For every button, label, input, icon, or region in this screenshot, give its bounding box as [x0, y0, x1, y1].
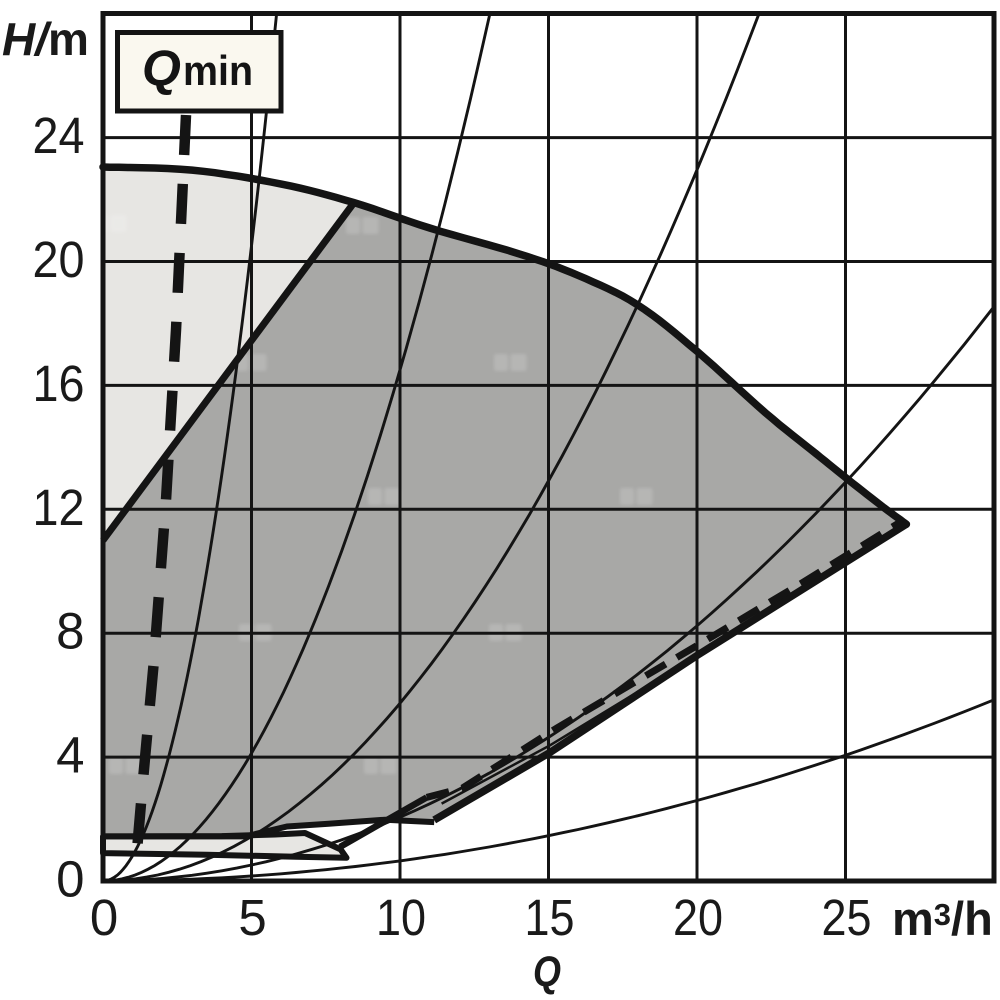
svg-text:min: min [183, 47, 253, 94]
svg-text:15: 15 [525, 889, 575, 946]
svg-text:Q: Q [533, 948, 561, 996]
svg-text:16: 16 [33, 355, 85, 412]
svg-text:0: 0 [56, 851, 84, 908]
svg-text:H/m: H/m [2, 13, 89, 65]
svg-text:10: 10 [376, 889, 426, 946]
svg-text:20: 20 [673, 889, 723, 946]
svg-text:25: 25 [822, 889, 872, 946]
svg-text:0: 0 [90, 889, 118, 946]
svg-text:Q: Q [142, 40, 181, 96]
svg-text:24: 24 [33, 107, 85, 164]
svg-text:20: 20 [33, 231, 85, 288]
svg-text:4: 4 [56, 727, 84, 784]
svg-text:m3/h: m3/h [892, 892, 993, 945]
svg-text:8: 8 [56, 603, 84, 660]
svg-text:12: 12 [33, 479, 85, 536]
svg-text:5: 5 [238, 889, 266, 946]
